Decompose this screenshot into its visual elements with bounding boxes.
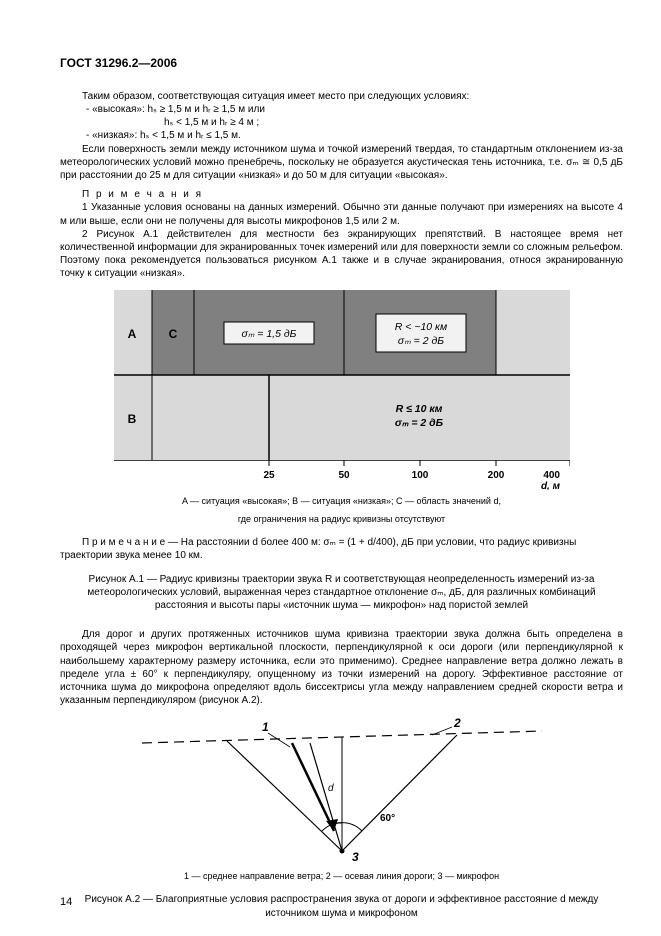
page: ГОСТ 31296.2—2006 Таким образом, соответ… [0,0,661,936]
figure-a1-legend-1: A — ситуация «высокая»; B — ситуация «ни… [60,496,623,508]
figure-a2-legend: 1 — среднее направление ветра; 2 — осева… [60,871,623,883]
intro-line: Таким образом, соответствующая ситуация … [60,90,623,103]
figure-a1-title-2: метеорологических условий, выраженная че… [60,586,623,599]
box-r-le-10: R ≤ 10 км [395,403,442,415]
figure-a1-container: A B C σₘ = 1,5 дБ R < ~10 км σₘ = 2 дБ R… [114,290,570,490]
figure-a2-container: 60° d 1 2 3 [132,713,552,867]
figure-a1-title-1: Рисунок А.1 — Радиус кривизны траектории… [60,573,623,586]
box-sigma2-a: σₘ = 2 дБ [397,335,443,347]
row-b-label: B [127,412,136,426]
figure-a1-chart: A B C σₘ = 1,5 дБ R < ~10 км σₘ = 2 дБ R… [114,290,570,490]
condition-high-1: - «высокая»: hₛ ≥ 1,5 м и hᵣ ≥ 1,5 м или [60,103,623,116]
figure-a1-note: П р и м е ч а н и е — На расстоянии d бо… [60,536,623,562]
roads-paragraph: Для дорог и других протяженных источнико… [60,628,623,707]
x-axis-label: d, м [540,481,560,490]
notes-heading: П р и м е ч а н и я [60,188,623,201]
svg-text:d: d [328,783,334,794]
doc-header: ГОСТ 31296.2—2006 [60,56,623,72]
row-a-label: A [127,327,136,341]
svg-text:2: 2 [453,716,461,730]
xtick-50: 50 [338,470,350,481]
box-sigma15: σₘ = 1,5 дБ [241,328,296,340]
svg-text:1: 1 [262,720,269,734]
xtick-200: 200 [487,470,504,481]
condition-low: - «низкая»: hₛ < 1,5 м и hᵣ ≤ 1,5 м. [60,129,623,142]
box-r-lt-10: R < ~10 км [394,321,446,333]
svg-text:3: 3 [352,850,359,863]
xtick-100: 100 [411,470,428,481]
box-sigma2-b: σₘ = 2 дБ [394,417,443,429]
condition-high-2: hₛ < 1,5 м и hᵣ ≥ 4 м ; [60,116,623,129]
hard-surface-paragraph: Если поверхность земли между источником … [60,143,623,183]
figure-a2-title-1: Рисунок А.2 — Благоприятные условия расп… [60,893,623,906]
figure-a1-legend-2: где ограничения на радиус кривизны отсут… [60,514,623,526]
svg-text:60°: 60° [380,813,395,824]
region-c-label: C [168,327,177,341]
figure-a2-diagram: 60° d 1 2 3 [132,713,552,863]
note-1: 1 Указанные условия основаны на данных и… [60,201,623,227]
xtick-25: 25 [263,470,275,481]
xtick-400: 400 [543,470,560,481]
page-number: 14 [60,895,72,910]
figure-a2-title-2: источником шума и микрофоном [60,907,623,920]
figure-a1-title-3: расстояния и высоты пары «источник шума … [60,599,623,612]
note-2: 2 Рисунок А.1 действителен для местности… [60,228,623,281]
